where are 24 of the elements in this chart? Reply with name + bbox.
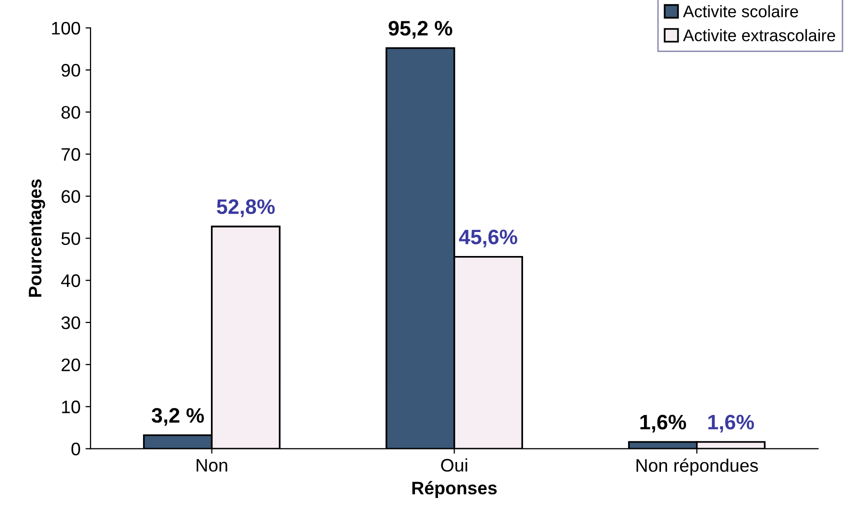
- y-tick-label: 70: [62, 148, 80, 161]
- legend-label: Activite extrascolaire: [683, 29, 836, 42]
- data-label: 3,2 %: [152, 408, 204, 426]
- x-axis-title: Réponses: [412, 481, 497, 498]
- data-label: 95,2 %: [388, 20, 452, 39]
- x-tick-label: Non: [196, 459, 228, 472]
- y-tick-label: 90: [62, 64, 80, 77]
- y-tick-label: 20: [62, 358, 80, 372]
- y-tick-label: 30: [61, 316, 80, 330]
- y-tick-label: 0: [71, 442, 80, 456]
- data-label: 52,8%: [216, 199, 275, 218]
- y-axis-title: Pourcentages: [28, 179, 46, 297]
- data-label: 45,6%: [459, 230, 518, 248]
- data-label: 1,6%: [640, 414, 686, 433]
- legend-label: Activite scolaire: [683, 5, 798, 18]
- y-tick-label: 80: [62, 106, 80, 119]
- y-tick-label: 100: [52, 22, 80, 35]
- y-tick-label: 50: [61, 232, 80, 246]
- x-tick-label: Non répondues: [636, 458, 758, 476]
- data-label: 1,6%: [708, 414, 754, 433]
- y-tick-label: 60: [62, 190, 80, 203]
- y-tick-label: 40: [61, 274, 80, 288]
- y-tick-label: 10: [62, 400, 80, 414]
- x-tick-label: Oui: [441, 458, 468, 472]
